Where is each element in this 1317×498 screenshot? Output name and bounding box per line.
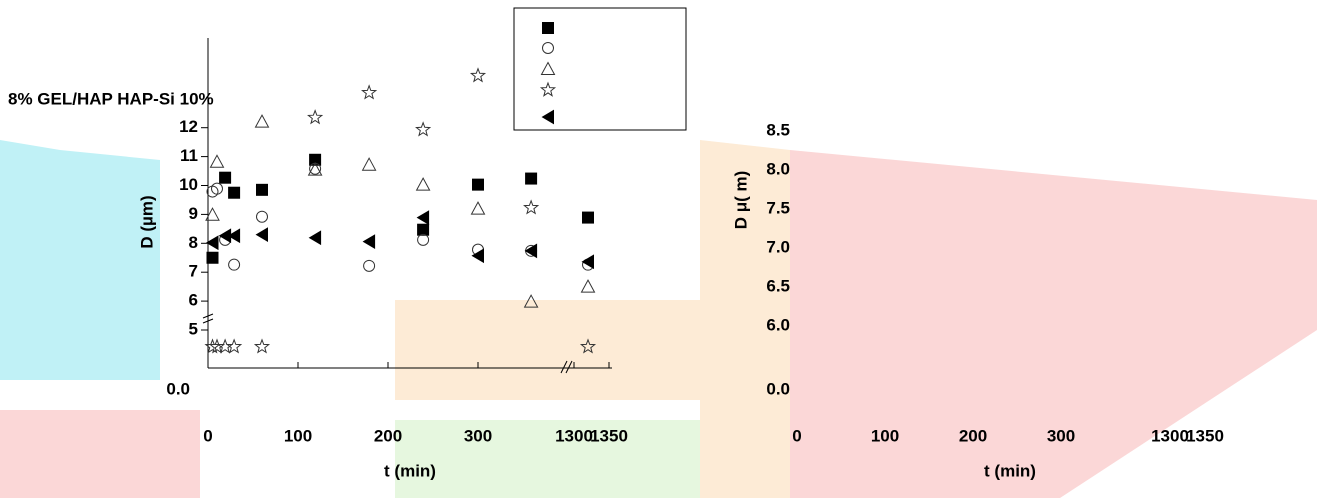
y-tick-label: 11 [180, 146, 198, 165]
page: body { margin: 0; width: 1317px; height:… [0, 0, 1317, 498]
point [308, 111, 321, 124]
point [418, 224, 429, 235]
y-tick-label: 7.5 [766, 198, 790, 217]
legend-box [514, 8, 686, 130]
y-tick-label: 12 [179, 117, 198, 136]
point [363, 158, 376, 170]
y-tick-label: 6 [189, 291, 198, 310]
y-tick-label: 8 [189, 233, 198, 252]
point [416, 123, 429, 136]
x-tick-label: 100 [284, 426, 312, 445]
y-tick-label: 8.5 [766, 120, 790, 139]
point [256, 115, 269, 127]
point [257, 228, 268, 241]
y-tick-label: 9 [189, 204, 198, 223]
x-tick-label: 200 [959, 426, 987, 445]
point [255, 340, 268, 353]
point [211, 155, 224, 167]
y-tick-label: 5 [189, 319, 198, 338]
point [418, 234, 429, 245]
x-axis-label: t (min) [384, 461, 436, 480]
chart-title: 8% GEL/HAP HAP-Si 10% [8, 89, 214, 108]
point [257, 184, 268, 195]
y-axis-label: D μ( m) [731, 171, 750, 230]
point [229, 187, 240, 198]
point [583, 212, 594, 223]
y-tick-label: 7 [189, 262, 198, 281]
y-tick-label: 0.0 [166, 379, 190, 398]
point [227, 340, 240, 353]
legend-symbol [543, 23, 554, 34]
x-tick-label: 1350 [1186, 426, 1224, 445]
x-tick-label: 300 [464, 426, 492, 445]
x-axis-label: t (min) [984, 461, 1036, 480]
watermark-shape [0, 410, 200, 498]
y-tick-label: 7.0 [766, 237, 790, 256]
point [207, 252, 218, 263]
y-tick-label: 6.5 [766, 276, 790, 295]
point [207, 236, 218, 249]
point [364, 235, 375, 248]
point [362, 86, 375, 99]
point [473, 249, 484, 262]
point [220, 172, 231, 183]
watermark-shape [395, 300, 715, 400]
x-tick-label: 200 [374, 426, 402, 445]
point [229, 259, 240, 270]
point [364, 260, 375, 271]
point [310, 231, 321, 244]
y-tick-label: 8.0 [766, 159, 790, 178]
point [524, 201, 537, 214]
x-tick-label: 0 [792, 426, 801, 445]
point [417, 178, 430, 190]
x-tick-label: 1350 [590, 426, 628, 445]
y-tick-label: 10 [179, 175, 198, 194]
y-tick-label: 0.0 [766, 379, 790, 398]
body: {"chart_data": [ {"type": "scatter", "ti… [0, 0, 1317, 498]
x-tick-label: 100 [871, 426, 899, 445]
chart: 8% GEL/HAP HAP-Si 10% D (µm) t (min) D μ… [0, 0, 1317, 498]
x-tick-label: 300 [1047, 426, 1075, 445]
x-tick-label: 1300 [1151, 426, 1189, 445]
point [582, 280, 595, 292]
point [472, 202, 485, 214]
point [471, 69, 484, 82]
point [418, 211, 429, 224]
point [526, 173, 537, 184]
watermark-shape [790, 150, 1317, 498]
point [257, 211, 268, 222]
watermark-shape [0, 140, 160, 380]
x-tick-label: 1300 [555, 426, 593, 445]
x-tick-label: 0 [203, 426, 212, 445]
y-axis-label: D (µm) [137, 195, 156, 248]
point [473, 179, 484, 190]
y-tick-label: 6.0 [766, 315, 790, 334]
point [583, 255, 594, 268]
